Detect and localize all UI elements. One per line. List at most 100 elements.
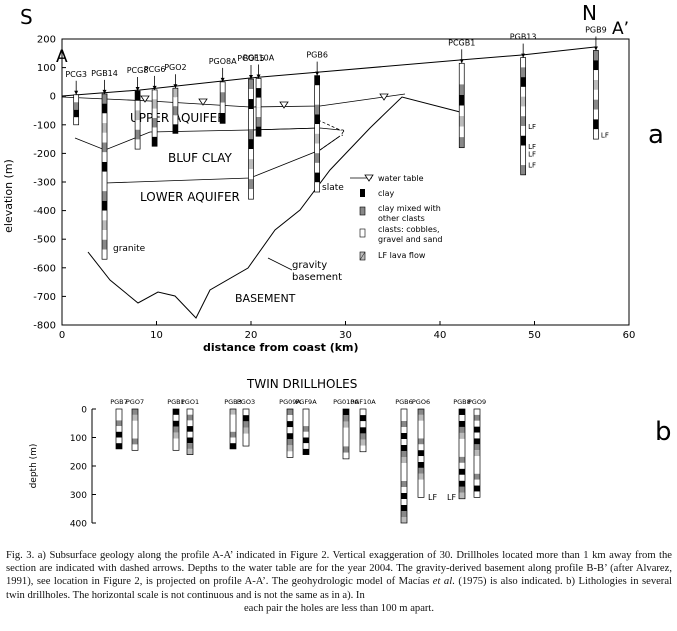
twin-hole-outline [131,408,139,451]
twin-hole-segment [116,409,122,415]
twin-hole-segment [360,427,366,434]
x-tick-label: 20 [245,330,258,341]
twin-hole-segment [401,409,407,415]
twin-hole-segment [230,420,236,427]
well-lithology-segment [520,67,526,78]
twin-hole-segment [418,479,424,486]
twin-hole-segment [418,456,424,463]
twin-hole-segment [418,420,424,427]
twin-hole-segment [287,421,293,428]
well-lithology-segment [172,88,178,98]
well-outline [458,62,465,149]
x-tick-label: 40 [434,330,447,341]
twin-hole-segment [459,492,465,499]
twin-hole-segment [116,426,122,432]
twin-hole-pgf9a: PGF9A [295,398,317,455]
well-lithology-segment [102,230,108,240]
legend-label: clay mixed with other clasts [378,204,441,223]
water-table-triangle [279,101,289,109]
twin-hole-segment [474,438,480,445]
well-lithology-segment [520,116,526,126]
well-lithology-segment [520,57,526,68]
well-lithology-segment [314,182,320,193]
well-lithology-segment [248,159,254,170]
twin-hole-outline [342,408,350,460]
well-lithology-segment [314,143,320,154]
twin-hole-label: PGO3 [237,398,255,406]
twin-hole-segment [459,462,465,469]
panel-b-axis-ticks: 0 100 200 300 400 [70,406,96,530]
well-lithology-segment [73,109,79,118]
well-lithology-segment [102,113,108,124]
well-lithology-segment [256,88,262,98]
gravity-basement-label: gravity basement [292,260,342,283]
well-lithology-segment [172,115,178,125]
profile-end-label: A’ [612,19,629,39]
legend-mixed-clay-symbol [359,206,366,216]
twin-hole-segment [459,409,465,415]
twin-hole-segment [474,432,480,439]
well-lithology-segment [314,172,320,183]
well-lithology-segment [520,106,526,117]
well-outline [101,93,108,260]
well-lithology-segment [314,75,320,86]
well-lithology-segment [248,119,254,130]
twin-hole-segment [243,415,249,422]
basement-label: BASEMENT [235,292,296,305]
twin-hole-label: PGO9 [468,398,486,406]
well-arrowhead [593,46,598,51]
twin-hole-segment [418,426,424,433]
well-lithology-segment [102,123,108,133]
twin-hole-pgo3: PGO3 [237,398,255,447]
twin-hole-outline [359,408,367,453]
twin-hole-segment [459,486,465,493]
lf-marker: LF [528,143,536,151]
well-lithology-segment [152,118,158,128]
y-tick-label: -800 [33,321,56,332]
twin-hole-outline [458,408,466,500]
legend-label-line: gravel and sand [378,235,443,244]
well-lithology-segment [593,129,599,140]
twin-hole-segment [401,475,407,481]
twin-hole-segment [401,445,407,451]
twin-hole-segment [132,438,138,445]
water-table-triangle [379,93,389,101]
legend: water table clay clay mixed with other cl… [350,174,443,261]
twin-hole-segment [303,431,309,438]
well-lithology-segment [520,77,526,87]
well-arrowhead [459,59,464,64]
twin-hole-segment [116,443,122,449]
well-lithology-segment [314,162,320,173]
twin-hole-segment [459,450,465,457]
legend-label-line: other clasts [378,214,425,223]
gravity-basement-line [87,96,461,319]
panel-a-plot-frame [61,38,630,326]
well-pgo8a: PGO8A [209,57,237,124]
well-lithology-segment [135,100,141,111]
well-lithology-segment [520,125,526,136]
y-tick-label: -200 [33,149,56,160]
well-lithology-segment [152,89,158,100]
twin-hole-segment [287,415,293,422]
twin-hole-segment [418,409,424,415]
well-lithology-segment [102,161,108,172]
twin-hole-segment [173,444,179,451]
well-pgb14: PGB14 [91,69,118,260]
twin-hole-label: PGB7 [110,398,128,406]
well-arrowhead [173,84,178,89]
well-lithology-segment [102,191,108,201]
legend-label: clay [378,189,395,198]
twin-hole-outline [172,408,180,451]
twin-hole-segment [343,415,349,422]
well-lithology-segment [102,171,108,182]
well-outline [73,94,80,126]
twin-hole-segment [360,409,366,416]
well-lithology-segment [520,145,526,156]
well-lithology-segment [248,129,254,140]
well-lithology-segment [520,135,526,146]
well-lithology-segment [520,165,526,175]
twin-hole-segment [343,433,349,441]
well-lithology-segment [459,63,465,74]
twin-hole-segment [401,451,407,457]
well-arrowhead [135,87,140,92]
